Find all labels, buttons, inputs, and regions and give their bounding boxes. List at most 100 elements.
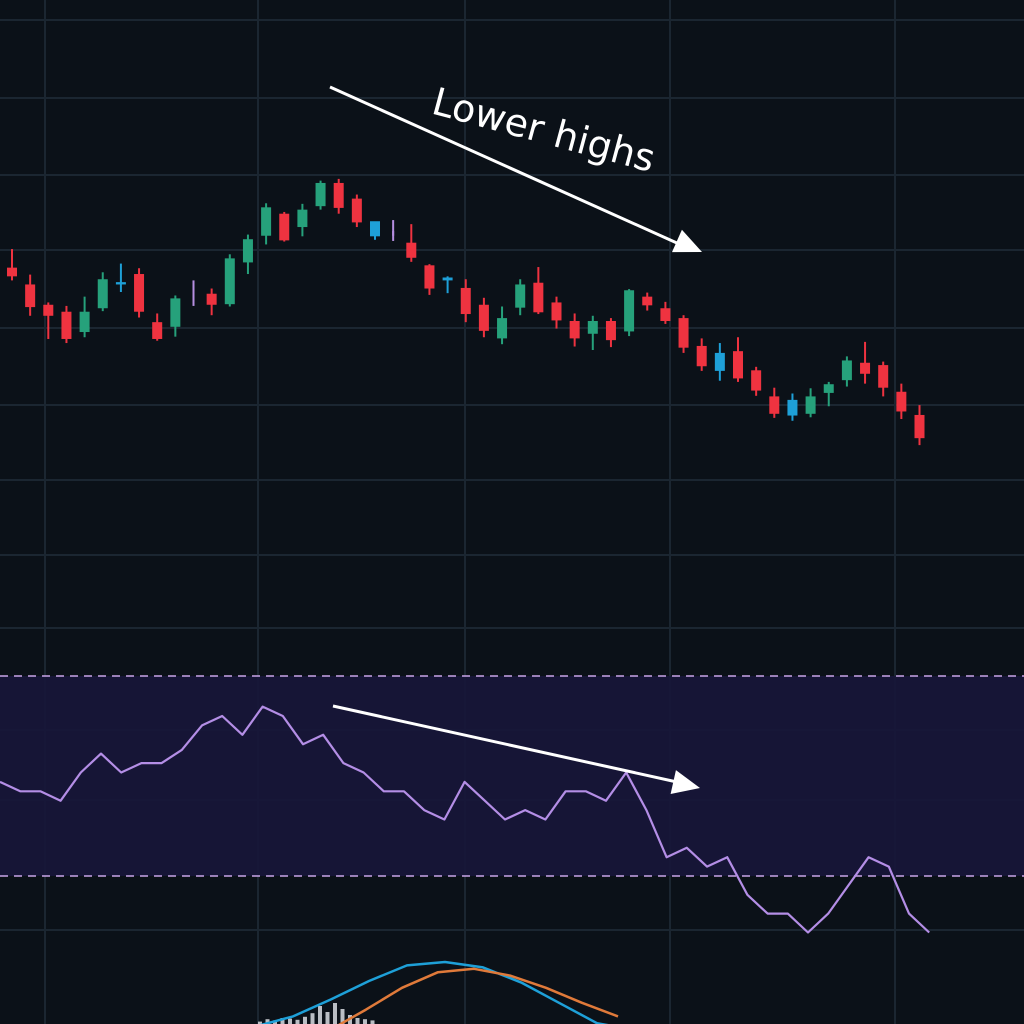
candle-body: [192, 301, 195, 306]
candle-body: [460, 287, 471, 315]
candle: [860, 341, 871, 384]
candle-body: [206, 293, 217, 305]
candle: [97, 272, 108, 312]
candle: [43, 302, 54, 339]
candle-body: [478, 304, 489, 331]
signal-line: [338, 967, 619, 1024]
candle-body: [497, 318, 508, 339]
candle-body: [25, 284, 36, 308]
histogram-bar: [295, 1019, 300, 1024]
histogram-bar: [370, 1020, 375, 1024]
candle: [192, 280, 195, 306]
histogram-bar: [310, 1013, 315, 1024]
rsi-band: [0, 676, 1024, 876]
histogram-bar: [363, 1019, 367, 1024]
candle: [841, 356, 852, 387]
candle: [660, 301, 671, 324]
candle: [442, 276, 453, 294]
candle: [642, 292, 653, 311]
candle: [805, 388, 816, 418]
candle-body: [424, 265, 435, 289]
histogram-bar: [265, 1019, 270, 1024]
candle: [170, 295, 181, 337]
candle: [61, 305, 72, 344]
candle: [551, 296, 562, 329]
lower-highs-arrow: [329, 85, 702, 253]
candle-body: [115, 282, 126, 285]
histogram-bar: [325, 1012, 330, 1024]
candle-body: [624, 290, 635, 332]
candle: [351, 194, 362, 228]
candle: [7, 249, 17, 281]
candle: [533, 267, 544, 315]
candle-body: [605, 321, 616, 341]
macd-line: [259, 960, 609, 1024]
candle: [134, 268, 145, 318]
candle: [370, 221, 380, 240]
candle-body: [733, 351, 743, 379]
candle: [914, 405, 925, 446]
candle: [261, 203, 272, 245]
candle-body: [823, 384, 834, 393]
candle: [878, 361, 889, 397]
candle: [406, 224, 417, 262]
rsi-lower-highs-arrow-shaft: [332, 704, 687, 786]
lower-highs-arrow-head: [672, 229, 702, 253]
histogram-bar: [355, 1018, 360, 1024]
candle-body: [351, 198, 362, 223]
candle-body: [714, 352, 725, 371]
candle-body: [134, 274, 145, 312]
candle-body: [224, 258, 235, 305]
candle-body: [533, 282, 544, 313]
candle-body: [333, 182, 344, 208]
candle-body: [442, 277, 453, 281]
candle-body: [370, 221, 380, 237]
candle: [678, 315, 689, 353]
candle: [696, 338, 707, 371]
candle: [624, 289, 635, 337]
candle-body: [392, 231, 395, 236]
histogram-bar: [318, 1006, 322, 1024]
candle-body: [152, 322, 163, 339]
candle-body: [696, 345, 707, 367]
candlestick-series: [7, 178, 925, 446]
candle: [392, 220, 395, 241]
candle-body: [678, 318, 689, 348]
histogram-bar: [280, 1018, 285, 1024]
rsi-lower-highs-arrow: [332, 704, 700, 794]
candle-body: [79, 311, 90, 333]
candle-body: [841, 360, 852, 381]
histogram-bar: [340, 1009, 345, 1024]
candle: [733, 337, 743, 382]
candle-body: [914, 414, 925, 439]
candle-body: [242, 239, 253, 263]
rsi-line: [0, 705, 930, 934]
lower-highs-arrow-shaft: [329, 85, 689, 250]
candle: [333, 178, 344, 214]
candle-body: [97, 279, 108, 309]
candle: [424, 264, 435, 295]
candle: [823, 381, 834, 407]
candle: [896, 383, 907, 420]
histogram-bar: [333, 1003, 337, 1024]
candle-body: [315, 182, 326, 207]
candle: [115, 263, 126, 292]
candle: [460, 279, 471, 323]
candle-body: [515, 284, 526, 308]
candle: [769, 387, 780, 418]
candle-body: [261, 207, 272, 236]
candle: [242, 234, 253, 275]
candle-body: [805, 396, 816, 414]
candle-body: [787, 399, 798, 416]
rsi-series: [0, 705, 930, 934]
histogram-bar: [303, 1016, 307, 1024]
histogram-bar: [258, 1021, 262, 1024]
candle: [79, 296, 90, 338]
candle-body: [860, 362, 871, 374]
candle-body: [297, 209, 308, 228]
candle: [714, 343, 725, 381]
candle: [751, 366, 762, 396]
candle-body: [660, 308, 671, 321]
